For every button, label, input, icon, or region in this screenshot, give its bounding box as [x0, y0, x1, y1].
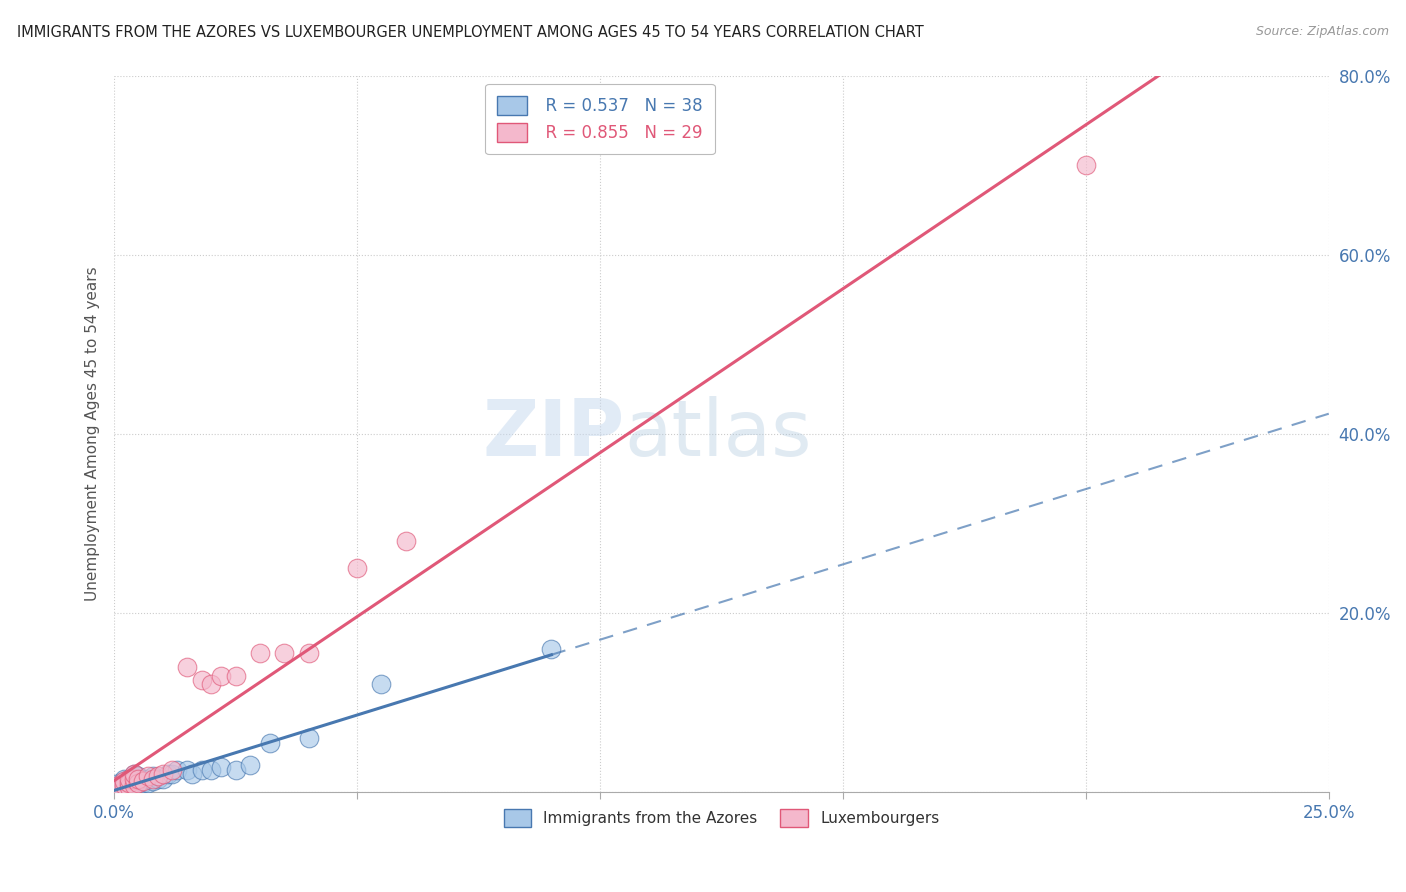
Point — [122, 767, 145, 781]
Point — [127, 769, 149, 783]
Point — [181, 767, 204, 781]
Point — [162, 763, 184, 777]
Point — [152, 767, 174, 781]
Point — [540, 641, 562, 656]
Point — [122, 778, 145, 792]
Point — [146, 769, 169, 783]
Point — [1074, 158, 1097, 172]
Text: atlas: atlas — [624, 396, 811, 472]
Point — [127, 776, 149, 790]
Point — [108, 780, 131, 795]
Point — [108, 780, 131, 795]
Point — [225, 763, 247, 777]
Point — [200, 763, 222, 777]
Point — [132, 776, 155, 790]
Point — [118, 774, 141, 789]
Point — [273, 646, 295, 660]
Point — [108, 778, 131, 792]
Point — [209, 668, 232, 682]
Point — [142, 769, 165, 783]
Point — [395, 534, 418, 549]
Point — [190, 763, 212, 777]
Point — [118, 776, 141, 790]
Point — [162, 767, 184, 781]
Point — [122, 767, 145, 781]
Point — [249, 646, 271, 660]
Point — [166, 763, 188, 777]
Point — [346, 561, 368, 575]
Point — [176, 659, 198, 673]
Point — [112, 772, 135, 786]
Point — [122, 776, 145, 790]
Point — [132, 772, 155, 786]
Point — [118, 776, 141, 790]
Point — [122, 772, 145, 786]
Point — [118, 772, 141, 786]
Point — [127, 772, 149, 786]
Point — [297, 731, 319, 746]
Point — [259, 736, 281, 750]
Point — [112, 778, 135, 792]
Point — [209, 760, 232, 774]
Point — [225, 668, 247, 682]
Point — [132, 774, 155, 789]
Point — [176, 763, 198, 777]
Point — [122, 778, 145, 792]
Point — [156, 767, 179, 781]
Point — [127, 778, 149, 792]
Point — [142, 772, 165, 786]
Point — [112, 774, 135, 789]
Point — [112, 774, 135, 789]
Point — [136, 776, 159, 790]
Point — [239, 758, 262, 772]
Point — [108, 776, 131, 790]
Point — [118, 780, 141, 795]
Point — [112, 780, 135, 795]
Point — [297, 646, 319, 660]
Point — [136, 769, 159, 783]
Point — [127, 774, 149, 789]
Point — [370, 677, 392, 691]
Y-axis label: Unemployment Among Ages 45 to 54 years: Unemployment Among Ages 45 to 54 years — [86, 267, 100, 601]
Point — [136, 772, 159, 786]
Point — [152, 772, 174, 786]
Point — [118, 772, 141, 786]
Point — [146, 772, 169, 786]
Text: IMMIGRANTS FROM THE AZORES VS LUXEMBOURGER UNEMPLOYMENT AMONG AGES 45 TO 54 YEAR: IMMIGRANTS FROM THE AZORES VS LUXEMBOURG… — [17, 25, 924, 40]
Point — [190, 673, 212, 687]
Text: Source: ZipAtlas.com: Source: ZipAtlas.com — [1256, 25, 1389, 38]
Point — [112, 778, 135, 792]
Legend: Immigrants from the Azores, Luxembourgers: Immigrants from the Azores, Luxembourger… — [496, 802, 948, 835]
Point — [200, 677, 222, 691]
Point — [142, 774, 165, 789]
Point — [118, 780, 141, 795]
Text: ZIP: ZIP — [482, 396, 624, 472]
